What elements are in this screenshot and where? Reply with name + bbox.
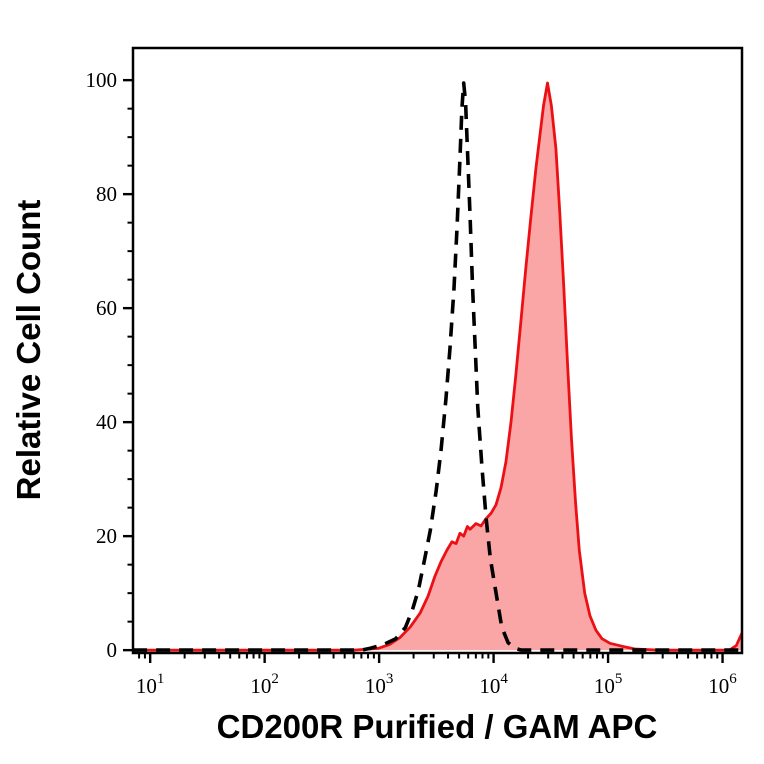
y-axis-ticks: 0 20 40 60 80 100 <box>86 68 133 662</box>
y-tick-label: 100 <box>86 68 118 92</box>
plot-frame <box>131 46 744 655</box>
y-tick-label: 60 <box>96 296 117 320</box>
x-axis-ticks: 101 102 103 104 105 106 <box>136 653 737 698</box>
y-axis-title: Relative Cell Count <box>10 200 47 501</box>
control-curve <box>133 81 742 652</box>
sample-curve <box>133 81 744 652</box>
x-tick-label: 103 <box>365 671 394 698</box>
x-tick-label: 104 <box>479 671 508 698</box>
y-tick-label: 40 <box>96 410 117 434</box>
y-tick-label: 80 <box>96 182 117 206</box>
x-axis-title: CD200R Purified / GAM APC <box>217 708 658 745</box>
x-tick-label: 106 <box>708 671 737 698</box>
histogram-curves <box>133 81 744 652</box>
y-tick-label: 20 <box>96 524 117 548</box>
x-tick-label: 105 <box>594 671 623 698</box>
y-tick-label: 0 <box>107 638 118 662</box>
x-tick-label: 102 <box>250 671 279 698</box>
sample-fill-area <box>133 83 743 651</box>
x-tick-label: 101 <box>136 671 165 698</box>
